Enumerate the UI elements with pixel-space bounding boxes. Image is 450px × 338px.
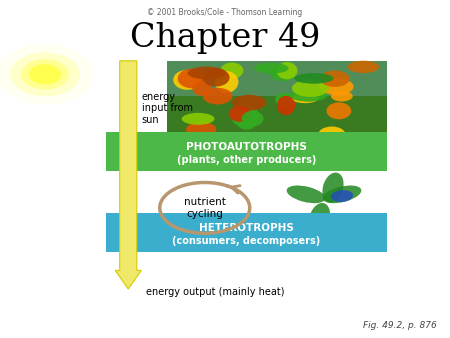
Text: (consumers, decomposers): (consumers, decomposers) [172, 236, 320, 246]
Ellipse shape [10, 52, 80, 96]
Ellipse shape [202, 68, 230, 87]
Ellipse shape [323, 173, 343, 202]
Bar [166, 61, 387, 96]
Text: energy output (mainly heat): energy output (mainly heat) [146, 287, 285, 297]
Ellipse shape [186, 122, 216, 137]
Ellipse shape [320, 71, 350, 87]
Ellipse shape [348, 61, 379, 73]
Text: Fig. 49.2, p. 876: Fig. 49.2, p. 876 [363, 320, 436, 330]
FancyArrow shape [115, 61, 141, 289]
Ellipse shape [229, 106, 251, 122]
Ellipse shape [232, 95, 266, 111]
Text: energy
input from
sun: energy input from sun [142, 92, 193, 125]
Ellipse shape [319, 78, 354, 95]
Ellipse shape [173, 70, 201, 90]
Ellipse shape [309, 203, 330, 233]
Ellipse shape [21, 59, 69, 90]
Ellipse shape [182, 113, 215, 125]
Text: © 2001 Brooks/Cole - Thomson Learning: © 2001 Brooks/Cole - Thomson Learning [148, 8, 302, 18]
Ellipse shape [318, 126, 346, 143]
Ellipse shape [292, 79, 329, 97]
Text: nutrient
cycling: nutrient cycling [184, 197, 226, 219]
Bar [106, 132, 387, 171]
Ellipse shape [331, 91, 353, 101]
Ellipse shape [0, 44, 94, 105]
Ellipse shape [277, 96, 295, 115]
Ellipse shape [178, 69, 205, 88]
Ellipse shape [331, 190, 353, 202]
Ellipse shape [275, 93, 295, 106]
Ellipse shape [276, 62, 297, 79]
Text: PHOTOAUTOTROPHS: PHOTOAUTOTROPHS [186, 142, 307, 151]
Text: (plants, other producers): (plants, other producers) [177, 155, 316, 165]
Bar [166, 61, 387, 149]
Ellipse shape [188, 67, 226, 79]
Ellipse shape [231, 104, 259, 127]
Ellipse shape [287, 186, 325, 203]
Ellipse shape [237, 113, 257, 130]
Ellipse shape [29, 64, 61, 84]
Ellipse shape [242, 111, 264, 126]
Ellipse shape [289, 90, 327, 102]
Ellipse shape [203, 88, 233, 104]
Ellipse shape [294, 73, 333, 84]
Ellipse shape [254, 63, 288, 74]
Ellipse shape [270, 66, 295, 81]
Ellipse shape [326, 102, 351, 119]
Ellipse shape [220, 63, 243, 79]
Text: HETEROTROPHS: HETEROTROPHS [199, 223, 294, 233]
Bar [106, 213, 387, 252]
Ellipse shape [215, 71, 238, 93]
Ellipse shape [323, 186, 361, 203]
Text: Chapter 49: Chapter 49 [130, 22, 320, 54]
Ellipse shape [192, 81, 212, 96]
Ellipse shape [292, 93, 319, 103]
